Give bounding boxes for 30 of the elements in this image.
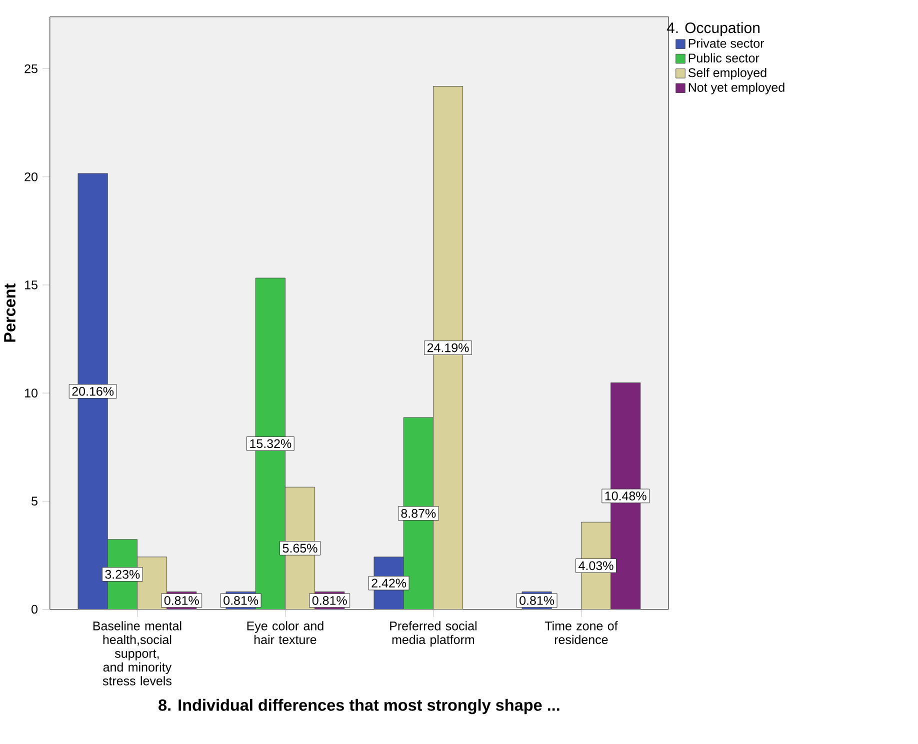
x-tick-label: Preferred social media platform: [390, 621, 476, 646]
y-axis-title: Percent: [4, 283, 16, 342]
data-label: 24.19%: [427, 343, 469, 352]
x-tick-label: Eye color and hair texture: [247, 621, 324, 644]
legend-label: Private sector: [688, 38, 764, 48]
x-tick-label: Baseline mental health,social support, and minority stress levels: [93, 621, 182, 686]
y-tick-label: 5: [32, 496, 38, 506]
data-label: 0.81%: [312, 596, 347, 605]
legend-label: Public sector: [688, 53, 760, 62]
y-tick-label: 10: [25, 388, 38, 398]
data-label: 20.16%: [72, 386, 114, 396]
data-label: 5.65%: [282, 544, 318, 552]
data-label: 3.23%: [105, 570, 140, 579]
data-label: 0.81%: [520, 596, 554, 605]
legend-label: Self employed: [688, 68, 766, 80]
y-tick-label: 15: [25, 280, 38, 290]
data-label: 2.42%: [372, 578, 406, 588]
legend-title: 4. Occupation: [666, 22, 760, 36]
data-label: 0.81%: [164, 596, 199, 605]
data-label: 4.03%: [578, 561, 614, 570]
y-tick-label: 20: [24, 172, 38, 182]
y-tick-label: 25: [24, 64, 38, 74]
legend-label: Not yet employed: [688, 82, 784, 94]
data-label: 0.81%: [224, 596, 258, 605]
y-tick-label: 0: [32, 604, 38, 614]
data-label: 8.87%: [401, 508, 436, 518]
x-axis-title: 8. Individual differences that most strongly shape ...: [158, 698, 560, 714]
data-label: 15.32%: [250, 439, 292, 448]
x-tick-label: Time zone of residence: [544, 621, 618, 644]
data-label: 10.48%: [605, 491, 646, 500]
